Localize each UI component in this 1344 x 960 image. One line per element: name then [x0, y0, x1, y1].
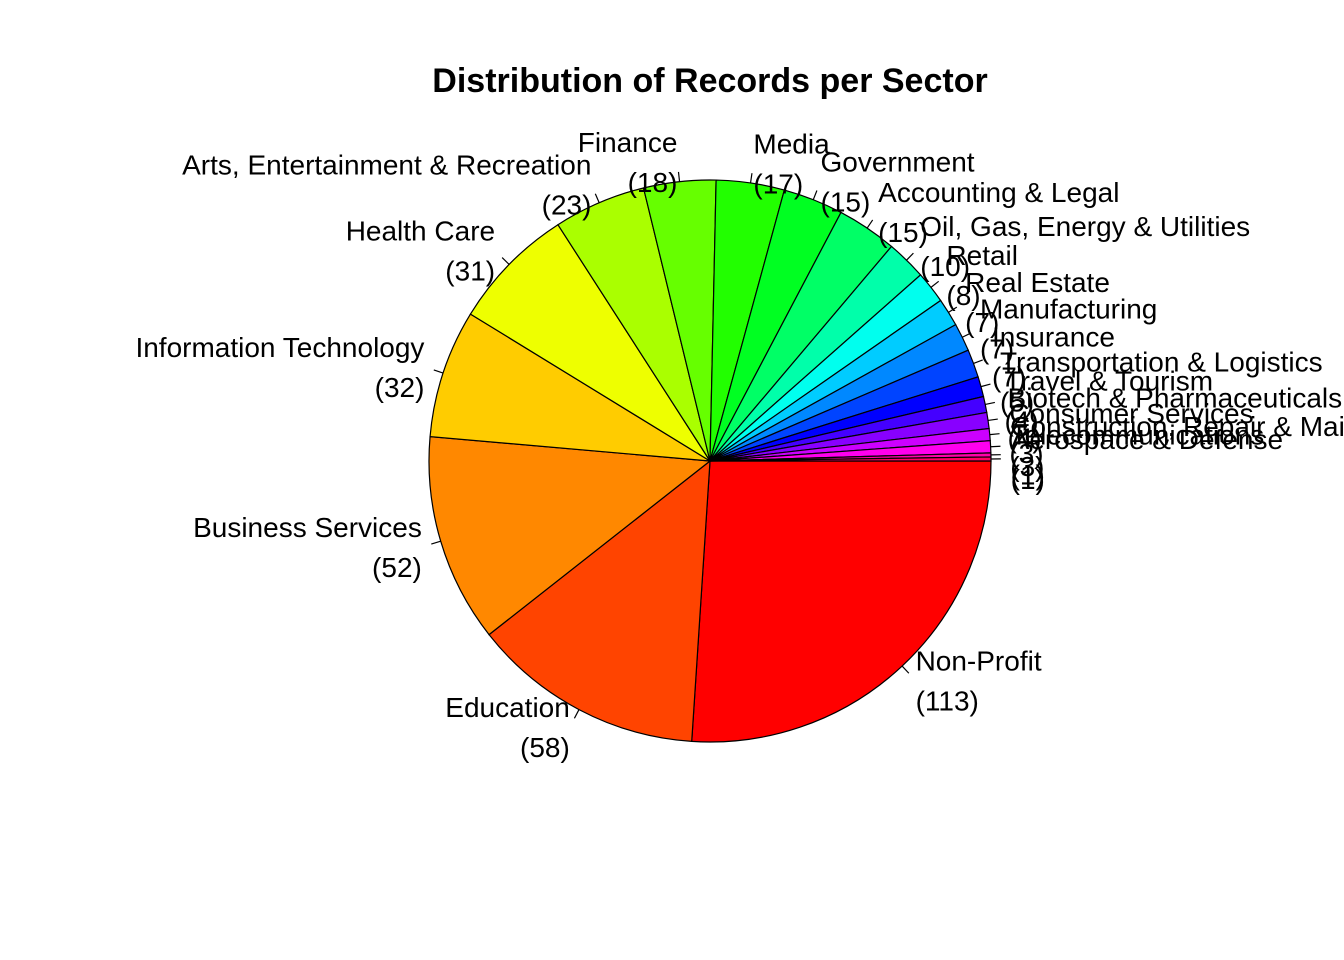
- pie-label-value: (1): [1011, 459, 1045, 490]
- pie-label-insurance: Insurance (7): [992, 322, 1115, 393]
- pie-slices: [428, 179, 992, 743]
- pie-label-name: Consumer Services: [1009, 398, 1253, 429]
- pie-label-name: Media: [753, 128, 830, 159]
- pie-label-value: (31): [445, 256, 495, 287]
- pie-label-tick: [431, 540, 441, 545]
- pie-label-finance: Finance (18): [578, 127, 678, 198]
- pie-label-value: (32): [375, 372, 425, 403]
- pie-label-value: (5): [1000, 386, 1034, 417]
- pie-label-tick: [433, 369, 444, 374]
- pie-label-value: (7): [980, 334, 1014, 365]
- pie-label-name: Business Services: [193, 512, 422, 543]
- pie-label-tick: [973, 359, 983, 364]
- pie-label-tick: [987, 418, 998, 422]
- pie-slice-non-profit: [691, 460, 992, 743]
- pie-label-media: Media (17): [753, 128, 830, 199]
- pie-label-construction-repair-maintenance: Construction, Repair & Maintenance(3): [1010, 411, 1344, 482]
- pie-label-name: Accounting & Legal: [878, 177, 1119, 208]
- pie-label-name: Real Estate: [965, 267, 1110, 298]
- pie-label-travel-tourism: Travel & Tourism (4): [1005, 365, 1214, 436]
- pie-label-value: (52): [372, 552, 422, 583]
- pie-label-value: (3): [1010, 451, 1044, 482]
- pie-label-value: (58): [520, 732, 570, 763]
- pie-label-name: Finance: [578, 127, 678, 158]
- pie-label-tick: [901, 665, 910, 674]
- pie-label-tick: [985, 401, 996, 406]
- pie-label-name: Education: [445, 692, 570, 723]
- pie-label-name: Telecommunications: [1011, 419, 1265, 450]
- pie-label-value: (7): [965, 307, 999, 338]
- pie-label-value: (7): [992, 362, 1026, 393]
- pie-label-oil-gas-energy-utilities: Oil, Gas, Energy & Utilities (10): [920, 211, 1250, 282]
- pie-label-transportation-logistics: Transportation & Logistics (5): [1000, 346, 1323, 417]
- pie-label-non-profit: Non-Profit (113): [916, 645, 1042, 716]
- pie-label-value: (4): [1005, 405, 1039, 436]
- pie-label-tick: [930, 280, 940, 288]
- pie-label-telecommunications: Telecommunications (1): [1011, 419, 1265, 490]
- pie-label-value: (4): [1008, 423, 1042, 454]
- pie-label-name: Arts, Entertainment & Recreation: [182, 150, 591, 181]
- pie-label-consumer-services: Consumer Services (3): [1009, 398, 1253, 469]
- pie-label-biotech-pharmaceuticals: Biotech & Pharmaceuticals (4): [1008, 383, 1343, 454]
- pie-label-name: Non-Profit: [916, 645, 1042, 676]
- pie-label-arts-entertainment-recreation: Arts, Entertainment & Recreation (23): [182, 150, 591, 221]
- pie-label-tick: [990, 445, 1001, 448]
- pie-label-name: Manufacturing: [980, 294, 1157, 325]
- pie-label-name: Government: [821, 146, 975, 177]
- pie-label-tick: [501, 257, 510, 265]
- pie-label-real-estate: Real Estate (7): [965, 267, 1110, 338]
- pie-slice-education: [488, 459, 711, 743]
- pie-label-aerospace-defense: Aerospace & Defense (1): [1011, 424, 1283, 495]
- pie-label-tick: [962, 332, 972, 338]
- pie-label-tick: [677, 171, 681, 182]
- pie-label-name: Oil, Gas, Energy & Utilities: [920, 211, 1250, 242]
- pie-label-value: (23): [542, 190, 592, 221]
- pie-label-name: Retail: [946, 240, 1018, 271]
- pie-slice-information-technology: [429, 313, 711, 462]
- pie-label-value: (18): [628, 167, 678, 198]
- pie-label-name: Construction, Repair & Maintenance: [1010, 411, 1344, 442]
- pie-label-value: (113): [916, 685, 979, 716]
- pie-label-tick: [980, 383, 991, 388]
- pie-label-tick: [749, 173, 753, 184]
- pie-label-health-care: Health Care (31): [346, 216, 495, 287]
- pie-label-tick: [573, 709, 580, 719]
- pie-label-accounting-legal: Accounting & Legal (15): [878, 177, 1119, 248]
- pie-labels: Non-Profit (113) Education (58) Business Ser…: [135, 127, 1344, 763]
- pie-label-value: (1): [1011, 464, 1045, 495]
- pie-label-tick: [948, 306, 958, 313]
- pie-label-government: Government (15): [821, 146, 975, 217]
- pie-label-name: Travel & Tourism: [1005, 365, 1214, 396]
- pie-label-business-services: Business Services (52): [193, 512, 422, 583]
- pie-label-manufacturing: Manufacturing (7): [980, 294, 1157, 365]
- pie-label-retail: Retail (8): [946, 240, 1018, 311]
- pie-label-value: (17): [753, 168, 803, 199]
- pie-label-tick: [594, 193, 600, 204]
- pie-label-value: (8): [946, 280, 980, 311]
- pie-label-tick: [989, 433, 1000, 436]
- pie-label-name: Information Technology: [135, 332, 424, 363]
- pie-label-name: Insurance: [992, 322, 1115, 353]
- pie-label-tick: [812, 190, 818, 200]
- chart-title: Distribution of Records per Sector: [432, 62, 987, 100]
- pie-label-tick: [906, 252, 914, 261]
- pie-label-name: Aerospace & Defense: [1011, 424, 1283, 455]
- pie-label-education: Education (58): [445, 692, 570, 763]
- pie-label-ticks: [431, 171, 1001, 719]
- pie-label-tick: [866, 219, 874, 229]
- pie-label-value: (10): [920, 251, 970, 282]
- pie-label-value: (3): [1009, 438, 1043, 469]
- pie-label-value: (15): [878, 217, 928, 248]
- pie-label-name: Biotech & Pharmaceuticals: [1008, 383, 1343, 414]
- pie-label-name: Transportation & Logistics: [1000, 346, 1323, 377]
- pie-label-name: Health Care: [346, 216, 495, 247]
- pie-label-information-technology: Information Technology (32): [135, 332, 424, 403]
- pie-label-value: (15): [821, 186, 871, 217]
